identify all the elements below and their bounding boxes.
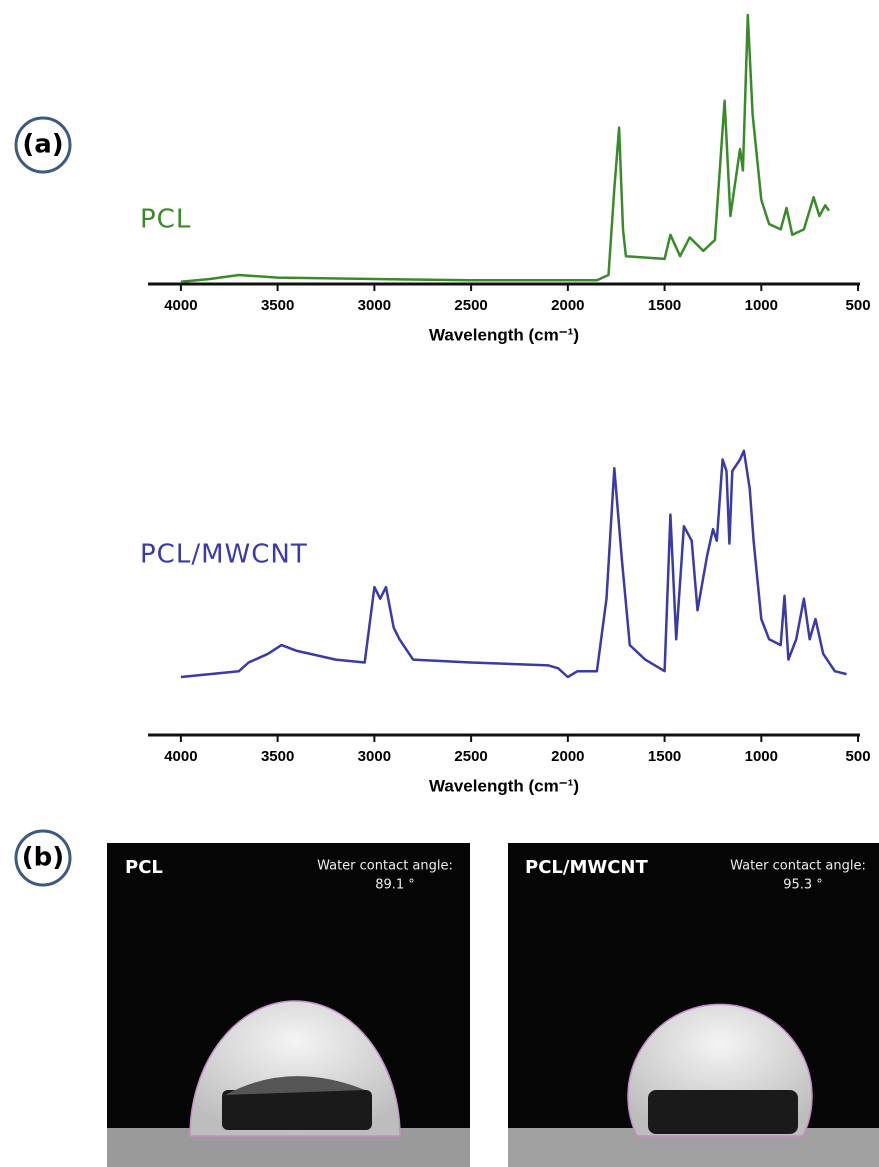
x-tick-label: 1000 [745,297,778,314]
photo-label: PCL [125,857,163,878]
x-tick-label: 3500 [261,748,294,765]
x-tick-label: 2000 [551,297,584,314]
x-tick-label: 2500 [454,297,487,314]
x-tick-label: 4000 [164,748,197,765]
photo-caption: Water contact angle: [317,859,453,874]
x-tick-label: 3000 [358,297,391,314]
x-tick-label: 500 [846,748,871,765]
x-tick-label: 2500 [454,748,487,765]
x-axis-label: Wavelength (cm⁻¹) [429,325,579,344]
x-tick-label: 3500 [261,297,294,314]
x-tick-label: 2000 [551,748,584,765]
photo: PCL/MWCNT Water contact angle: 95.3 ° [508,843,879,1167]
panel-label: (a) [22,130,63,160]
series-label: PCL/MWCNT [140,540,308,570]
x-axis-label: Wavelength (cm⁻¹) [429,776,579,795]
photo-caption: Water contact angle: [730,859,866,874]
photo: PCL Water contact angle: 89.1 ° [107,843,470,1167]
spectrum-line [181,15,829,282]
figure: (a) (b) PCL Water contact angle: 89.1 ° … [0,0,879,1167]
series-label: PCL [140,205,191,235]
contact-angle: 95.3 ° [783,878,823,893]
x-tick-label: 1000 [745,748,778,765]
contact-angle: 89.1 ° [375,878,415,893]
x-tick-label: 1500 [648,748,681,765]
x-tick-label: 3000 [358,748,391,765]
x-tick-label: 1500 [648,297,681,314]
panel-label: (b) [22,843,64,873]
x-tick-label: 4000 [164,297,197,314]
photo-label: PCL/MWCNT [525,857,648,878]
x-tick-label: 500 [846,297,871,314]
